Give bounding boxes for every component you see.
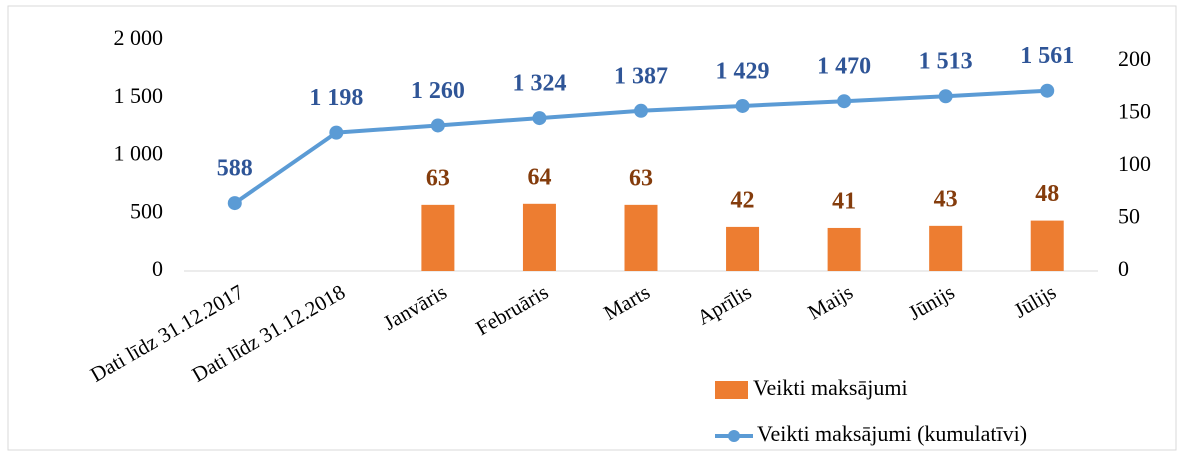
line-point xyxy=(329,125,344,140)
line-value-label: 1 513 xyxy=(919,49,973,75)
y2-tick-label: 100 xyxy=(1118,151,1151,176)
line-value-label: 1 470 xyxy=(817,54,871,80)
bar xyxy=(1030,220,1064,271)
line-point xyxy=(430,118,445,133)
line-point xyxy=(1040,83,1055,98)
line-value-label: 1 260 xyxy=(411,78,465,104)
y2-tick-label: 150 xyxy=(1118,99,1151,124)
legend-label: Veikti maksājumi xyxy=(753,375,908,400)
bar xyxy=(624,204,658,271)
bar-value-label: 43 xyxy=(934,186,958,212)
chart-border xyxy=(7,5,1177,451)
y-tick-label: 500 xyxy=(130,198,163,223)
legend-label: Veikti maksājumi (kumulatīvi) xyxy=(757,421,1027,446)
legend-swatch xyxy=(715,381,748,399)
y2-tick-label: 200 xyxy=(1118,46,1151,71)
bar xyxy=(726,226,760,271)
line-value-label: 588 xyxy=(217,156,253,182)
bar-value-label: 48 xyxy=(1035,181,1059,207)
bar xyxy=(929,225,963,271)
line-value-label: 1 387 xyxy=(614,63,668,89)
bar xyxy=(522,203,556,271)
line-point xyxy=(227,196,242,211)
bar-value-label: 63 xyxy=(629,165,653,191)
line-value-label: 1 324 xyxy=(512,71,566,97)
line-point xyxy=(735,98,750,113)
y-tick-label: 0 xyxy=(152,256,163,281)
line-point xyxy=(837,94,852,109)
line-point xyxy=(532,111,547,126)
bar xyxy=(827,227,861,271)
y2-tick-label: 50 xyxy=(1118,204,1140,229)
bar-value-label: 41 xyxy=(832,188,856,214)
line-value-label: 1 561 xyxy=(1020,43,1074,69)
y2-tick-label: 0 xyxy=(1118,256,1129,281)
line-point xyxy=(634,103,648,118)
bar-value-label: 64 xyxy=(527,164,551,190)
legend-marker xyxy=(728,430,740,442)
line-value-label: 1 198 xyxy=(309,85,363,111)
line-point xyxy=(938,89,953,104)
y-tick-label: 1 500 xyxy=(114,83,164,108)
line-value-label: 1 429 xyxy=(716,58,770,84)
y-tick-label: 2 000 xyxy=(114,25,164,50)
bar-value-label: 63 xyxy=(426,165,450,191)
bar xyxy=(421,204,455,271)
y-tick-label: 1 000 xyxy=(114,141,164,166)
bar-value-label: 42 xyxy=(731,187,755,213)
